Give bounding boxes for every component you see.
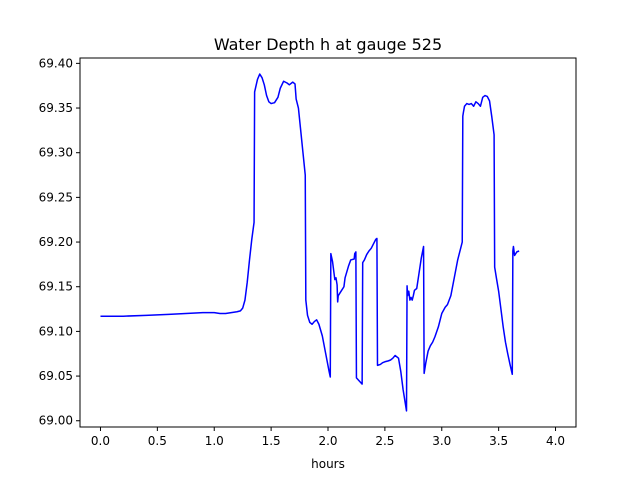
x-tick-label: 2.0 (318, 434, 337, 448)
y-tick-label: 69.40 (39, 56, 73, 70)
x-tick-label: 1.0 (205, 434, 224, 448)
x-tick-label: 4.0 (546, 434, 565, 448)
y-tick-label: 69.00 (39, 414, 73, 428)
x-axis-label: hours (311, 457, 345, 471)
series-line-0 (100, 73, 520, 412)
x-tick-label: 2.5 (375, 434, 394, 448)
y-tick-label: 69.05 (39, 369, 73, 383)
x-tick-label: 3.0 (432, 434, 451, 448)
y-tick-label: 69.30 (39, 146, 73, 160)
x-tick-label: 0.0 (91, 434, 110, 448)
y-tick-label: 69.20 (39, 235, 73, 249)
y-tick-label: 69.10 (39, 324, 73, 338)
x-tick-label: 1.5 (262, 434, 281, 448)
y-tick-label: 69.15 (39, 280, 73, 294)
x-tick-label: 3.5 (489, 434, 508, 448)
y-tick-label: 69.35 (39, 101, 73, 115)
axes-frame (79, 57, 577, 428)
y-tick-label: 69.25 (39, 190, 73, 204)
chart-title: Water Depth h at gauge 525 (214, 35, 442, 54)
plot-area: 0.0 0.5 1.0 1.5 2.0 2.5 3.0 3.5 4.0 69.00 69.05 69.… (39, 56, 577, 448)
x-tick-label: 0.5 (148, 434, 167, 448)
